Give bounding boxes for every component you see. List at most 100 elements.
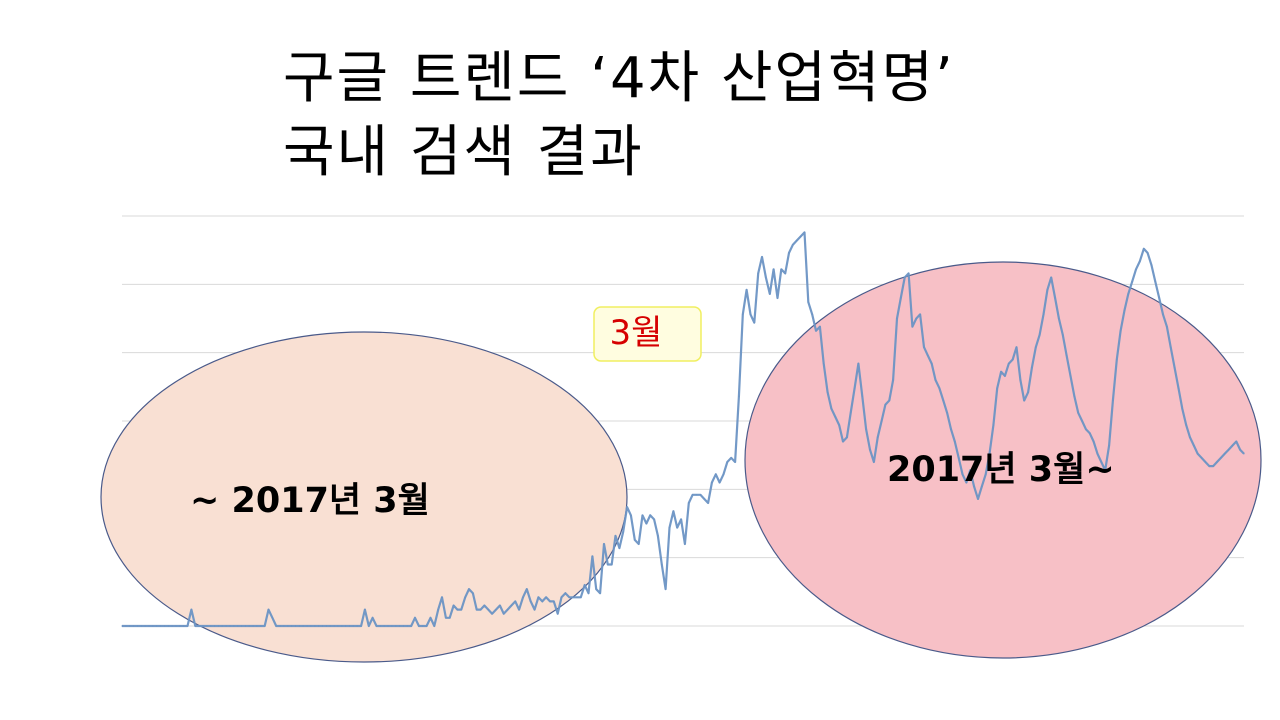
data-point <box>514 600 516 603</box>
data-point <box>491 613 493 615</box>
data-point <box>780 268 782 270</box>
data-point <box>850 412 852 414</box>
data-point <box>152 625 154 627</box>
data-point <box>225 625 227 627</box>
data-point <box>414 617 416 619</box>
data-point <box>707 502 709 504</box>
data-point <box>244 625 246 627</box>
data-point <box>942 399 944 402</box>
data-point <box>1212 465 1214 467</box>
data-point <box>1035 346 1037 348</box>
data-point <box>163 625 165 627</box>
chart-series <box>121 231 1245 628</box>
data-point <box>668 527 671 529</box>
data-point <box>291 625 293 627</box>
data-point <box>217 625 219 627</box>
data-point <box>811 313 813 315</box>
data-point <box>676 527 678 529</box>
data-point <box>507 609 509 611</box>
data-point <box>618 547 621 549</box>
data-point <box>1181 408 1183 410</box>
data-point <box>260 625 262 627</box>
data-point <box>788 252 790 254</box>
data-point <box>167 625 169 627</box>
data-point <box>973 486 975 488</box>
data-point <box>545 596 547 598</box>
data-point <box>807 301 809 303</box>
data-point <box>198 625 200 627</box>
data-point <box>665 588 667 590</box>
data-point <box>1177 387 1180 389</box>
data-point <box>483 604 485 607</box>
data-point <box>1039 334 1041 336</box>
data-point <box>908 272 910 274</box>
data-point <box>383 625 385 627</box>
data-point <box>1162 313 1164 315</box>
data-point <box>915 317 917 320</box>
data-point <box>753 322 755 324</box>
data-point <box>1154 281 1156 283</box>
data-point <box>453 604 455 607</box>
data-point <box>364 609 366 611</box>
data-point <box>626 506 628 508</box>
data-point <box>287 625 289 627</box>
data-point <box>865 428 867 430</box>
data-point <box>564 592 567 594</box>
data-point <box>456 609 458 611</box>
data-point <box>900 297 902 299</box>
data-point <box>1100 461 1102 463</box>
data-point <box>711 481 713 484</box>
data-point <box>495 609 497 611</box>
data-point <box>1081 420 1083 422</box>
data-point <box>183 625 185 627</box>
data-point <box>1004 375 1006 377</box>
march-callout-label: 3월 <box>610 313 663 353</box>
data-point <box>1135 268 1137 270</box>
data-point <box>1131 281 1133 283</box>
data-point <box>568 596 570 598</box>
data-point <box>237 625 239 627</box>
data-point <box>171 625 173 627</box>
data-point <box>256 625 258 627</box>
slide-title-line2: 국내 검색 결과 <box>283 120 644 185</box>
data-point <box>846 436 848 438</box>
data-point <box>190 609 192 611</box>
march-callout: 3월 <box>593 306 702 362</box>
data-point <box>830 408 833 410</box>
region-labels: ~ 2017년 3월 2017년 3월~ <box>190 450 1115 521</box>
data-point <box>827 391 829 393</box>
data-point <box>1143 248 1145 250</box>
data-point <box>1019 379 1022 381</box>
data-point <box>584 584 586 586</box>
data-point <box>653 518 655 521</box>
data-point <box>603 543 605 545</box>
data-point <box>950 428 952 430</box>
data-point <box>1050 276 1052 279</box>
data-point <box>1224 453 1226 455</box>
data-point <box>992 424 995 426</box>
data-point <box>321 625 324 627</box>
data-point <box>946 412 948 414</box>
march-callout-box <box>593 306 702 362</box>
data-point <box>360 625 362 627</box>
data-point <box>298 625 300 627</box>
data-point <box>264 625 266 627</box>
data-point <box>418 625 420 627</box>
data-point <box>503 613 505 615</box>
data-point <box>1139 260 1141 262</box>
data-point <box>1208 465 1210 467</box>
data-point <box>144 625 146 627</box>
data-point <box>518 609 520 611</box>
data-point <box>919 313 921 315</box>
data-point <box>1166 326 1168 328</box>
data-point <box>1216 461 1218 463</box>
data-point <box>267 609 270 611</box>
data-point <box>703 498 705 500</box>
data-point <box>749 313 752 315</box>
slide-title-line1: 구글 트렌드 ‘4차 산업혁명’ <box>283 46 955 111</box>
data-point <box>854 387 856 389</box>
data-point <box>306 625 308 627</box>
data-point <box>896 317 898 320</box>
data-point <box>348 625 351 627</box>
